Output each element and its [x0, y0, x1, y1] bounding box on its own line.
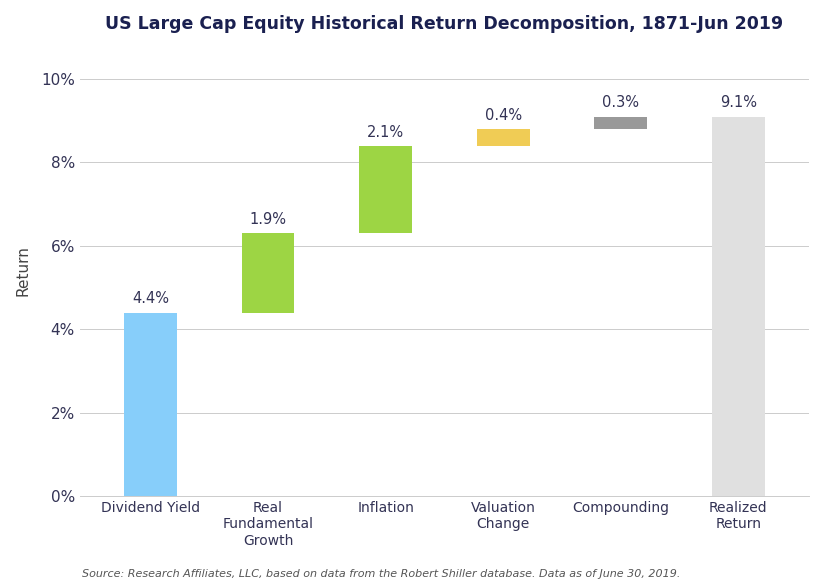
- Bar: [477, 129, 530, 146]
- Bar: [594, 117, 648, 129]
- Text: 0.3%: 0.3%: [602, 96, 639, 110]
- Bar: [124, 313, 177, 496]
- Y-axis label: Return: Return: [15, 246, 30, 297]
- Text: 1.9%: 1.9%: [250, 212, 287, 227]
- Text: Source: Research Affiliates, LLC, based on data from the Robert Shiller database: Source: Research Affiliates, LLC, based …: [82, 569, 681, 579]
- Text: 0.4%: 0.4%: [485, 108, 522, 123]
- Bar: [359, 146, 412, 233]
- Text: 2.1%: 2.1%: [367, 125, 405, 139]
- Bar: [241, 233, 294, 313]
- Text: 9.1%: 9.1%: [720, 96, 757, 110]
- Text: 4.4%: 4.4%: [132, 291, 169, 306]
- Bar: [712, 117, 765, 496]
- Title: US Large Cap Equity Historical Return Decomposition, 1871-Jun 2019: US Large Cap Equity Historical Return De…: [105, 15, 784, 33]
